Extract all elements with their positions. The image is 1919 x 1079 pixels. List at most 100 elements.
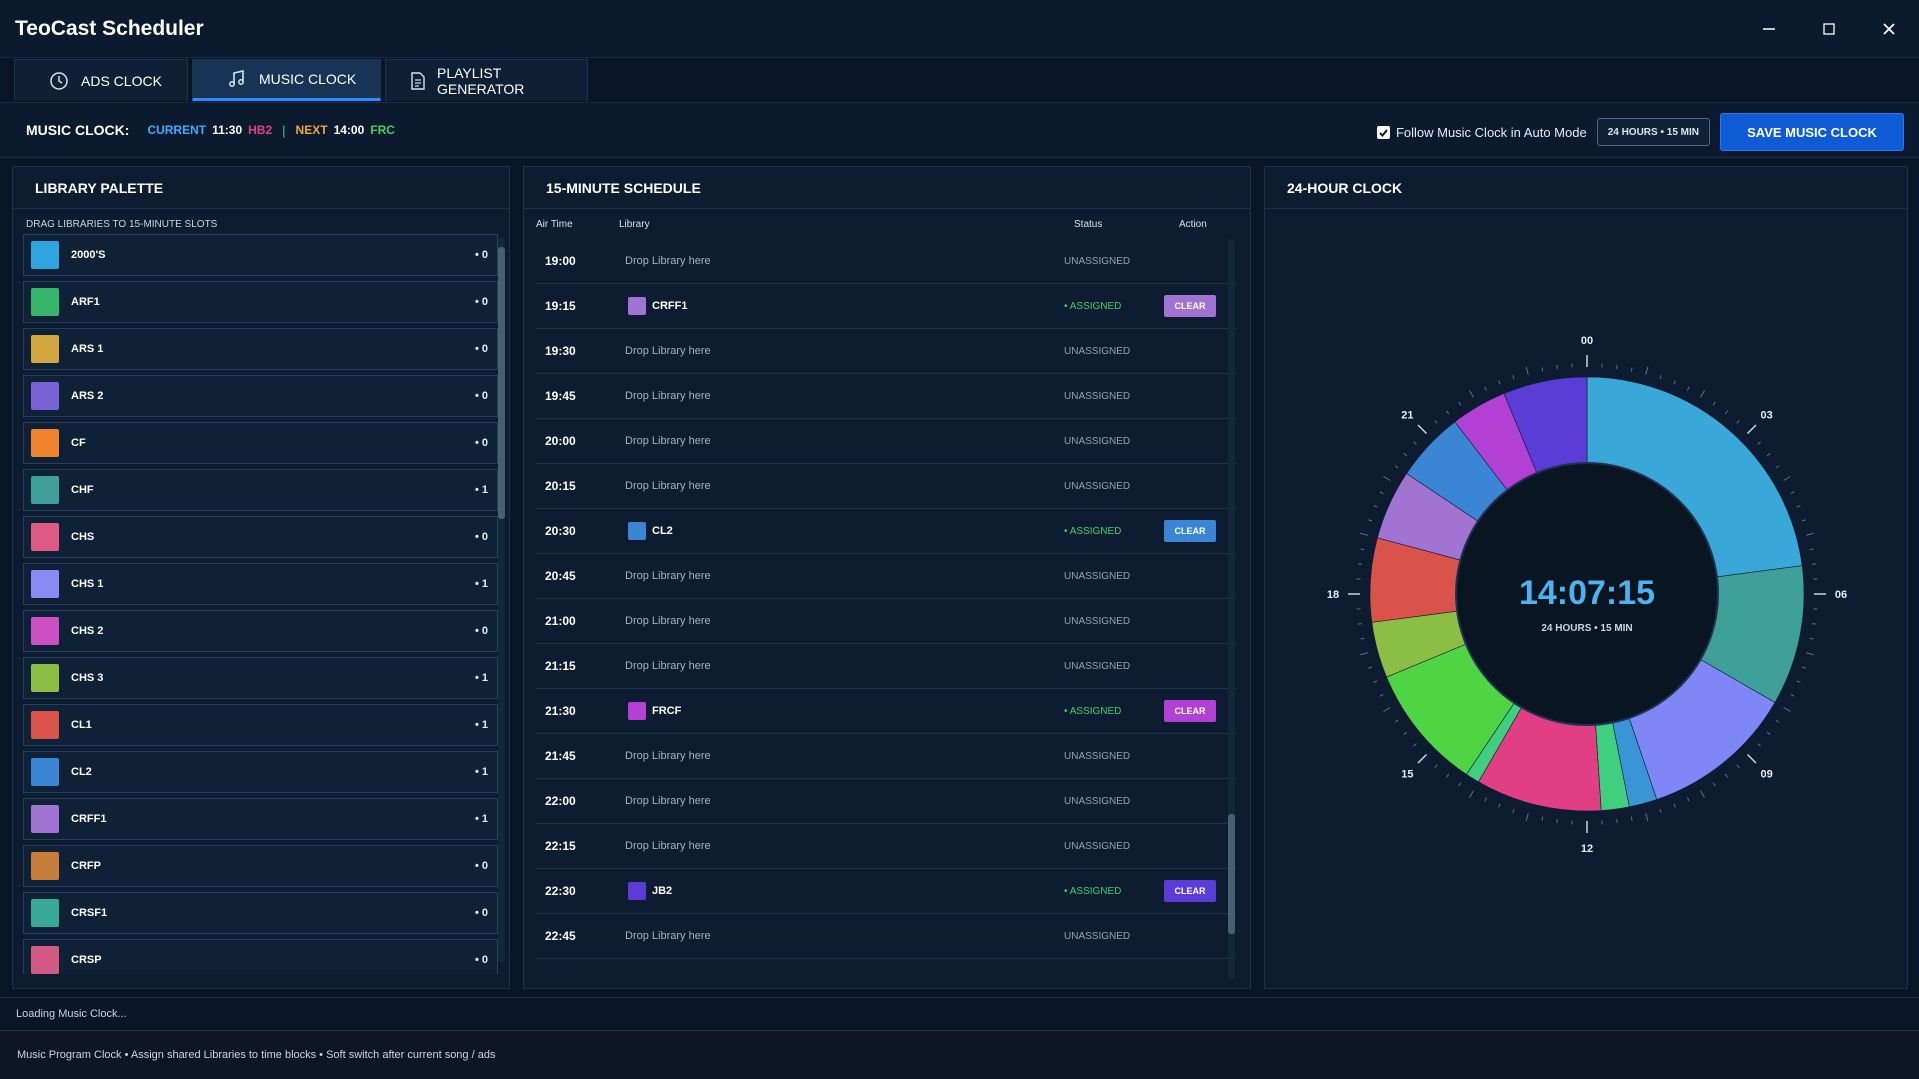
clock-tick xyxy=(1373,680,1378,683)
library-item[interactable]: CF • 0 xyxy=(23,422,498,464)
checkbox[interactable] xyxy=(1376,125,1390,139)
schedule-row[interactable]: 22:15 Drop Library here UNASSIGNED xyxy=(536,824,1236,869)
close-button[interactable] xyxy=(1859,0,1919,58)
schedule-scrollbar[interactable] xyxy=(1228,239,1235,979)
library-item[interactable]: CRSF1 • 0 xyxy=(23,892,498,934)
library-usage-count: • 0 xyxy=(474,907,488,919)
library-item[interactable]: CHF • 1 xyxy=(23,469,498,511)
library-item[interactable]: CRFF1 • 1 xyxy=(23,798,498,840)
schedule-row[interactable]: 20:15 Drop Library here UNASSIGNED xyxy=(536,464,1236,509)
clock-tick xyxy=(1458,401,1462,406)
status-assigned: • ASSIGNED xyxy=(1064,885,1122,897)
library-scrollbar[interactable] xyxy=(498,237,505,962)
assigned-library[interactable]: CRFF1 xyxy=(628,297,687,315)
library-item[interactable]: CHS 2 • 0 xyxy=(23,610,498,652)
air-time: 21:30 xyxy=(545,704,576,718)
schedule-row[interactable]: 19:00 Drop Library here UNASSIGNED xyxy=(536,239,1236,284)
drop-zone[interactable]: Drop Library here xyxy=(625,570,711,582)
clock-tick xyxy=(1712,401,1716,406)
follow-auto-mode-checkbox[interactable]: Follow Music Clock in Auto Mode xyxy=(1376,125,1587,140)
assigned-library[interactable]: JB2 xyxy=(628,882,672,900)
save-music-clock-button[interactable]: SAVE MUSIC CLOCK xyxy=(1720,113,1904,151)
assigned-library[interactable]: FRCF xyxy=(628,702,681,720)
air-time: 19:30 xyxy=(545,344,576,358)
clock-tick xyxy=(1790,693,1795,697)
clear-button[interactable]: CLEAR xyxy=(1164,520,1216,542)
library-hint: DRAG LIBRARIES TO 15-MINUTE SLOTS xyxy=(26,219,218,230)
drop-zone[interactable]: Drop Library here xyxy=(625,255,711,267)
footer: Music Program Clock • Assign shared Libr… xyxy=(0,1030,1919,1079)
library-color-swatch xyxy=(31,852,59,880)
tab-playlist-generator[interactable]: PLAYLIST GENERATOR xyxy=(385,59,588,101)
library-item[interactable]: CL2 • 1 xyxy=(23,751,498,793)
clock-tick xyxy=(1360,548,1365,551)
library-item[interactable]: ARS 2 • 0 xyxy=(23,375,498,417)
schedule-row[interactable]: 19:45 Drop Library here UNASSIGNED xyxy=(536,374,1236,419)
drop-zone[interactable]: Drop Library here xyxy=(625,930,711,942)
drop-zone[interactable]: Drop Library here xyxy=(625,840,711,852)
library-item[interactable]: 2000'S • 0 xyxy=(23,234,498,276)
schedule-row[interactable]: 21:45 Drop Library here UNASSIGNED xyxy=(536,734,1236,779)
clock-tick xyxy=(1412,743,1417,747)
library-item[interactable]: ARS 1 • 0 xyxy=(23,328,498,370)
maximize-button[interactable] xyxy=(1799,0,1859,58)
schedule-row[interactable]: 22:00 Drop Library here UNASSIGNED xyxy=(536,779,1236,824)
library-item[interactable]: CL1 • 1 xyxy=(23,704,498,746)
schedule-row[interactable]: 22:45 Drop Library here UNASSIGNED xyxy=(536,914,1236,959)
assigned-library[interactable]: CL2 xyxy=(628,522,673,540)
hour-label: 09 xyxy=(1760,769,1772,781)
schedule-row[interactable]: 22:30 JB2 • ASSIGNED CLEAR xyxy=(536,869,1236,914)
drop-zone[interactable]: Drop Library here xyxy=(625,345,711,357)
drop-zone[interactable]: Drop Library here xyxy=(625,390,711,402)
clock-tick xyxy=(1541,367,1544,372)
drop-zone[interactable]: Drop Library here xyxy=(625,750,711,762)
library-usage-count: • 0 xyxy=(474,531,488,543)
library-usage-count: • 0 xyxy=(474,296,488,308)
tab-music-clock[interactable]: MUSIC CLOCK xyxy=(192,59,381,101)
scrollbar-thumb[interactable] xyxy=(498,247,505,519)
clock-tick xyxy=(1790,491,1795,495)
drop-zone[interactable]: Drop Library here xyxy=(625,615,711,627)
library-item[interactable]: CRFP • 0 xyxy=(23,845,498,887)
status-unassigned: UNASSIGNED xyxy=(1064,750,1131,762)
status-unassigned: UNASSIGNED xyxy=(1064,480,1131,492)
clock-tick xyxy=(1556,818,1558,824)
drop-zone[interactable]: Drop Library here xyxy=(625,660,711,672)
tab-label: PLAYLIST GENERATOR xyxy=(437,64,525,97)
schedule-row[interactable]: 21:00 Drop Library here UNASSIGNED xyxy=(536,599,1236,644)
schedule-row[interactable]: 19:30 Drop Library here UNASSIGNED xyxy=(536,329,1236,374)
schedule-row[interactable]: 20:00 Drop Library here UNASSIGNED xyxy=(536,419,1236,464)
schedule-row[interactable]: 21:15 Drop Library here UNASSIGNED xyxy=(536,644,1236,689)
air-time: 22:15 xyxy=(545,839,576,853)
clock-panel: 24-HOUR CLOCK 00 03 06 09 12 15 18 21 14:07:15 24… xyxy=(1264,166,1908,989)
schedule-row[interactable]: 21:30 FRCF • ASSIGNED CLEAR xyxy=(536,689,1236,734)
clock-tick xyxy=(1484,797,1488,802)
music-clock-bar: MUSIC CLOCK: CURRENT 11:30 HB2 | NEXT 14… xyxy=(0,102,1919,158)
library-item[interactable]: CHS • 0 xyxy=(23,516,498,558)
schedule-header: Air Time Library Status Action xyxy=(536,219,1236,235)
clock-tick xyxy=(1801,666,1806,669)
drop-zone[interactable]: Drop Library here xyxy=(625,795,711,807)
clock-tick xyxy=(1445,410,1450,415)
clear-button[interactable]: CLEAR xyxy=(1164,700,1216,722)
clear-button[interactable]: CLEAR xyxy=(1164,880,1216,902)
drop-zone[interactable]: Drop Library here xyxy=(625,480,711,492)
minimize-button[interactable] xyxy=(1739,0,1799,58)
schedule-row[interactable]: 20:30 CL2 • ASSIGNED CLEAR xyxy=(536,509,1236,554)
clock-tick xyxy=(1806,652,1815,656)
scrollbar-thumb[interactable] xyxy=(1228,814,1235,934)
clock-tick xyxy=(1630,367,1633,372)
schedule-row[interactable]: 20:45 Drop Library here UNASSIGNED xyxy=(536,554,1236,599)
library-item[interactable]: CHS 1 • 1 xyxy=(23,563,498,605)
clock-tick xyxy=(1417,424,1428,435)
schedule-row[interactable]: 19:15 CRFF1 • ASSIGNED CLEAR xyxy=(536,284,1236,329)
library-item[interactable]: ARF1 • 0 xyxy=(23,281,498,323)
tab-ads-clock[interactable]: ADS CLOCK xyxy=(14,59,188,101)
library-item[interactable]: CRSP • 0 xyxy=(23,939,498,974)
clear-button[interactable]: CLEAR xyxy=(1164,295,1216,317)
library-item[interactable]: CHS 3 • 1 xyxy=(23,657,498,699)
clock-tick xyxy=(1783,476,1791,481)
drop-zone[interactable]: Drop Library here xyxy=(625,435,711,447)
clock-tick xyxy=(1796,680,1801,683)
clock-tick xyxy=(1412,441,1417,445)
